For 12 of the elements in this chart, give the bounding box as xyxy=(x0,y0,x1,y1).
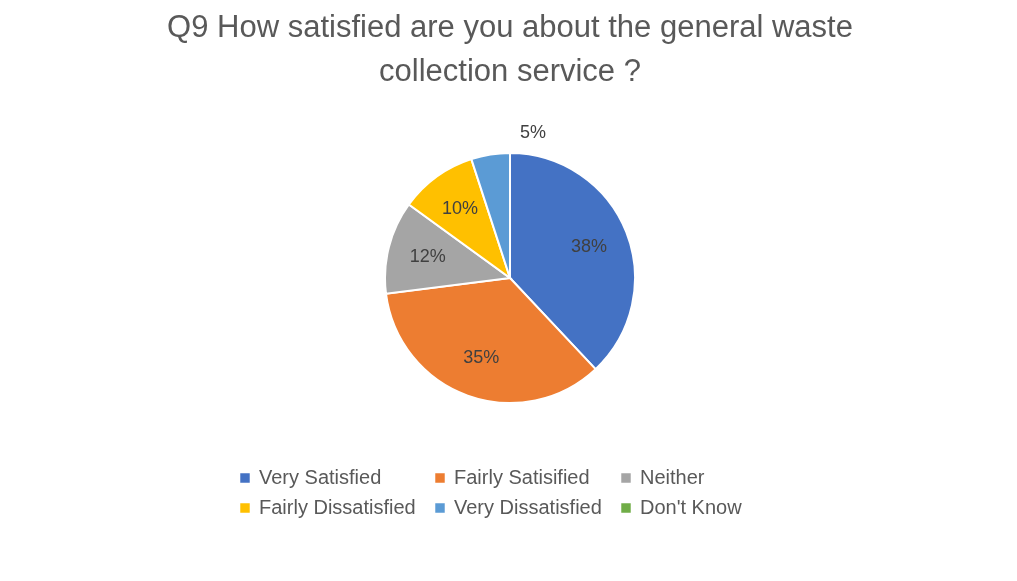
chart-title: Q9 How satisfied are you about the general waste collection service ? xyxy=(167,9,853,88)
legend-label: Fairly Satisified xyxy=(454,466,590,488)
legend-label: Don't Know xyxy=(640,496,743,518)
legend-label: Very Satisfied xyxy=(259,466,382,488)
data-label: 10% xyxy=(442,198,479,219)
data-label: 5% xyxy=(519,121,546,142)
legend-label: Very Dissatisfied xyxy=(454,496,602,518)
data-label: 12% xyxy=(409,245,446,266)
legend-label: Fairly Dissatisfied xyxy=(259,496,416,518)
legend-label: Neither xyxy=(640,466,705,488)
data-label: 35% xyxy=(463,346,500,367)
data-label: 38% xyxy=(571,235,608,256)
